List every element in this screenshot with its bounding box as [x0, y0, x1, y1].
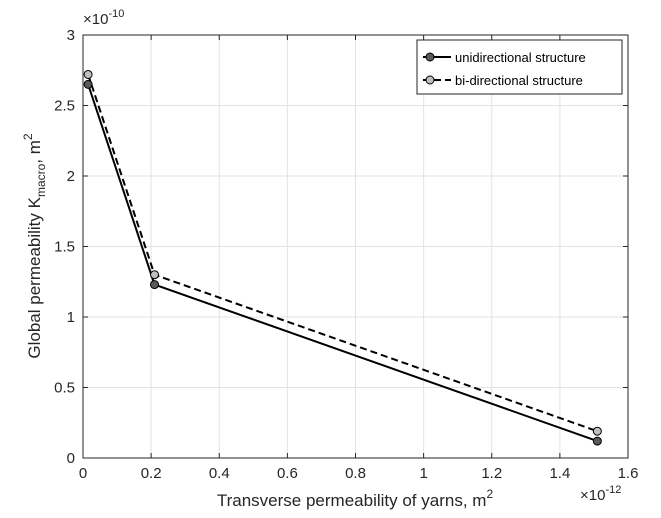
- y-tick-label: 0.5: [54, 380, 75, 397]
- x-tick-label: 1.2: [481, 465, 502, 482]
- series-0-point: [593, 437, 601, 445]
- y-multiplier-base: ×10: [83, 11, 108, 28]
- x-axis-label-text: Transverse permeability of yarns, m: [217, 491, 487, 510]
- y-tick-label: 1: [67, 309, 75, 326]
- x-tick-label: 1.4: [549, 465, 570, 482]
- y-tick-label: 3: [67, 27, 75, 44]
- x-axis-label-sup: 2: [486, 487, 493, 501]
- y-axis-label-sup: 2: [21, 133, 35, 140]
- y-axis-label-sub: macro: [34, 163, 48, 197]
- y-axis-label-post: , m: [25, 140, 44, 164]
- x-multiplier-base: ×10: [580, 487, 605, 504]
- y-tick-label: 0: [67, 450, 75, 467]
- y-tick-label: 2.5: [54, 98, 75, 115]
- series-1-point: [151, 271, 159, 279]
- series-1-point: [593, 427, 601, 435]
- x-tick-label: 1: [419, 465, 427, 482]
- x-tick-label: 1.6: [618, 465, 639, 482]
- x-multiplier-exp: -12: [605, 484, 621, 496]
- x-tick-label: 0.2: [141, 465, 162, 482]
- x-tick-label: 0: [79, 465, 87, 482]
- legend-label-unidirectional: unidirectional structure: [455, 50, 586, 65]
- x-axis-label: Transverse permeability of yarns, m2: [217, 487, 494, 510]
- legend-marker-unidirectional: [426, 53, 434, 61]
- series-0-point: [151, 281, 159, 289]
- series-1-point: [84, 70, 92, 78]
- x-tick-label: 0.6: [277, 465, 298, 482]
- y-axis-label-text: Global permeability K: [25, 196, 44, 358]
- series-0-point: [84, 80, 92, 88]
- legend: unidirectional structure bi-directional …: [417, 40, 622, 94]
- legend-label-bidirectional: bi-directional structure: [455, 73, 583, 88]
- x-tick-label: 0.8: [345, 465, 366, 482]
- y-multiplier-exp: -10: [108, 8, 124, 20]
- legend-marker-bidirectional: [426, 76, 434, 84]
- y-tick-label: 1.5: [54, 239, 75, 256]
- y-tick-label: 2: [67, 168, 75, 185]
- x-tick-label: 0.4: [209, 465, 230, 482]
